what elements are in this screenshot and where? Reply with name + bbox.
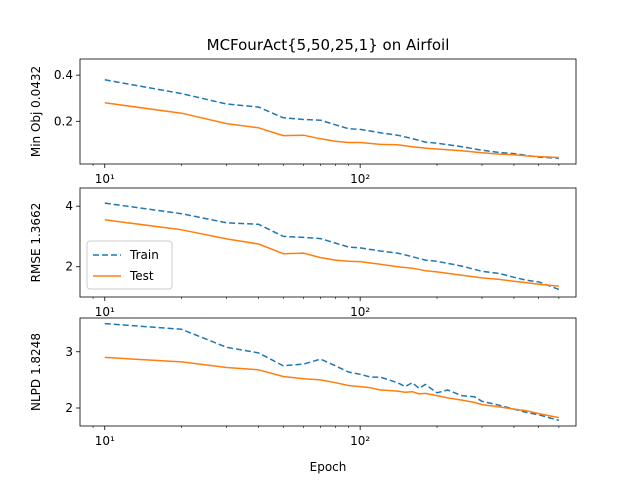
x-tick-label: 10¹ (95, 305, 115, 319)
legend: Train Test (86, 240, 173, 290)
y-tick-label: 2 (65, 260, 73, 274)
y-axis-label: RMSE 1.3662 (29, 203, 43, 283)
y-axis-label: NLPD 1.8248 (29, 333, 43, 411)
x-tick-label: 10² (350, 305, 370, 319)
panel-nlpd: 10¹ 10² 2 3 NLPD 1.8248 (29, 317, 577, 448)
test-line (104, 356, 560, 419)
train-line (104, 202, 560, 291)
test-line (104, 102, 559, 159)
y-axis-label: Min Obj 0.0432 (29, 66, 43, 157)
x-tick-label: 10¹ (95, 434, 115, 448)
legend-train-label: Train (129, 248, 159, 262)
legend-box (86, 240, 173, 290)
y-tick-label: 2 (65, 401, 73, 415)
test-line (104, 219, 559, 287)
legend-test-label: Test (129, 269, 154, 283)
train-line (104, 322, 560, 422)
x-axis-label: Epoch (310, 460, 347, 474)
plot-frame (79, 58, 577, 165)
y-tick-label: 0.4 (54, 68, 73, 82)
x-tick-label: 10¹ (95, 172, 115, 186)
panel-min-obj: 10¹ 10² 0.2 0.4 Min Obj 0.0432 (29, 58, 577, 186)
y-tick-label: 3 (65, 345, 73, 359)
train-line (104, 79, 559, 159)
x-tick-label: 10² (350, 172, 370, 186)
y-tick-label: 4 (65, 199, 73, 213)
panel-rmse: 10¹ 10² 2 4 RMSE 1.3662 (29, 187, 577, 319)
plot-frame (79, 317, 577, 427)
y-tick-label: 0.2 (54, 114, 73, 128)
chart-title: MCFourAct{5,50,25,1} on Airfoil (207, 36, 450, 54)
x-tick-label: 10² (350, 434, 370, 448)
plot-frame (79, 187, 577, 298)
